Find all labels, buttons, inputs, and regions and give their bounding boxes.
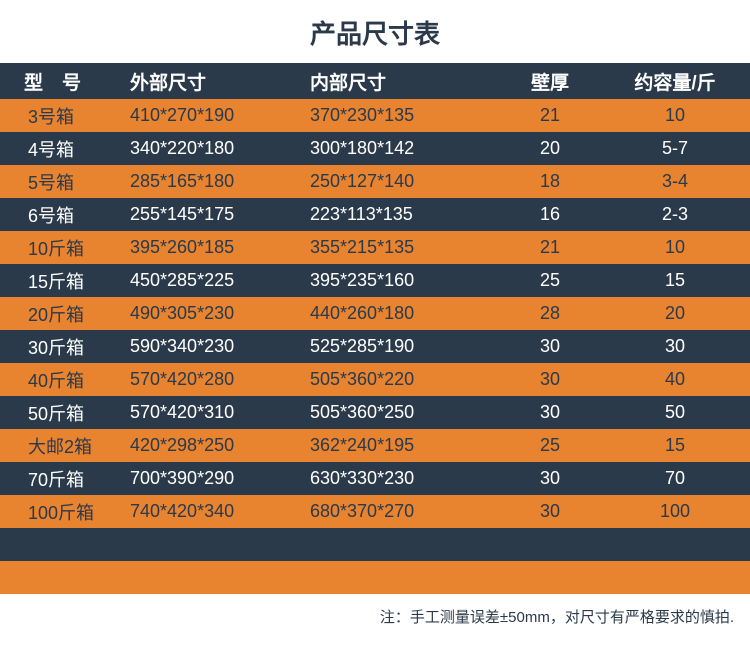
table-cell: 30: [600, 336, 750, 357]
table-row: 4号箱340*220*180300*180*142205-7: [0, 132, 750, 165]
table-cell: 420*298*250: [130, 435, 310, 456]
table-cell: 4号箱: [0, 136, 130, 162]
table-cell: 16: [500, 204, 600, 225]
table-cell: 440*260*180: [310, 303, 500, 324]
size-table-container: 产品尺寸表 型 号外部尺寸内部尺寸壁厚约容量/斤 3号箱410*270*1903…: [0, 0, 750, 635]
table-cell: 362*240*195: [310, 435, 500, 456]
table-cell: 40: [600, 369, 750, 390]
table-cell: 30: [500, 369, 600, 390]
table-row: [0, 561, 750, 594]
table-row: 20斤箱490*305*230440*260*1802820: [0, 297, 750, 330]
table-cell: 70: [600, 468, 750, 489]
table-cell: 25: [500, 270, 600, 291]
table-cell: 21: [500, 105, 600, 126]
table-row: 50斤箱570*420*310505*360*2503050: [0, 396, 750, 429]
table-cell: 223*113*135: [310, 204, 500, 225]
table-cell: 30: [500, 501, 600, 522]
table-cell: 50斤箱: [0, 400, 130, 426]
table-cell: 30斤箱: [0, 334, 130, 360]
table-footnote: 注：手工测量误差±50mm，对尺寸有严格要求的慎拍.: [0, 594, 750, 635]
table-row: 10斤箱395*260*185355*215*1352110: [0, 231, 750, 264]
table-cell: 630*330*230: [310, 468, 500, 489]
table-cell: 395*260*185: [130, 237, 310, 258]
table-header-cell: 内部尺寸: [310, 68, 500, 95]
table-cell: 590*340*230: [130, 336, 310, 357]
table-row: 6号箱255*145*175223*113*135162-3: [0, 198, 750, 231]
table-cell: 10: [600, 237, 750, 258]
table-row: 70斤箱700*390*290630*330*2303070: [0, 462, 750, 495]
table-cell: 大邮2箱: [0, 433, 130, 459]
table-cell: 3号箱: [0, 103, 130, 129]
table-header-cell: 外部尺寸: [130, 68, 310, 95]
table-cell: 395*235*160: [310, 270, 500, 291]
table-cell: 700*390*290: [130, 468, 310, 489]
table-row: [0, 528, 750, 561]
table-cell: 255*145*175: [130, 204, 310, 225]
table-cell: 100: [600, 501, 750, 522]
table-cell: 70斤箱: [0, 466, 130, 492]
table-cell: 250*127*140: [310, 171, 500, 192]
table-cell: 15: [600, 435, 750, 456]
table-cell: 20斤箱: [0, 301, 130, 327]
table-cell: 5号箱: [0, 169, 130, 195]
table-cell: 3-4: [600, 171, 750, 192]
table-header-cell: 型 号: [0, 68, 130, 95]
table-cell: 50: [600, 402, 750, 423]
table-cell: 15: [600, 270, 750, 291]
table-header-cell: 壁厚: [500, 68, 600, 95]
table-row: 大邮2箱420*298*250362*240*1952515: [0, 429, 750, 462]
table-cell: 300*180*142: [310, 138, 500, 159]
table-cell: 505*360*250: [310, 402, 500, 423]
table-header-cell: 约容量/斤: [600, 68, 750, 95]
table-cell: 680*370*270: [310, 501, 500, 522]
size-table: 型 号外部尺寸内部尺寸壁厚约容量/斤 3号箱410*270*190370*230…: [0, 63, 750, 594]
table-cell: 10: [600, 105, 750, 126]
table-cell: 30: [500, 468, 600, 489]
table-cell: 450*285*225: [130, 270, 310, 291]
table-cell: 20: [500, 138, 600, 159]
table-row: 40斤箱570*420*280505*360*2203040: [0, 363, 750, 396]
table-cell: 2-3: [600, 204, 750, 225]
table-cell: 28: [500, 303, 600, 324]
table-cell: 340*220*180: [130, 138, 310, 159]
table-cell: 285*165*180: [130, 171, 310, 192]
table-cell: 490*305*230: [130, 303, 310, 324]
table-cell: 355*215*135: [310, 237, 500, 258]
table-cell: 15斤箱: [0, 268, 130, 294]
table-cell: 100斤箱: [0, 499, 130, 525]
table-title: 产品尺寸表: [0, 0, 750, 63]
table-header-row: 型 号外部尺寸内部尺寸壁厚约容量/斤: [0, 63, 750, 99]
table-cell: 505*360*220: [310, 369, 500, 390]
table-row: 5号箱285*165*180250*127*140183-4: [0, 165, 750, 198]
table-cell: 5-7: [600, 138, 750, 159]
table-row: 15斤箱450*285*225395*235*1602515: [0, 264, 750, 297]
table-cell: 525*285*190: [310, 336, 500, 357]
table-cell: 25: [500, 435, 600, 456]
table-cell: 410*270*190: [130, 105, 310, 126]
table-row: 100斤箱740*420*340680*370*27030100: [0, 495, 750, 528]
table-cell: 21: [500, 237, 600, 258]
table-cell: 370*230*135: [310, 105, 500, 126]
table-row: 30斤箱590*340*230525*285*1903030: [0, 330, 750, 363]
table-cell: 570*420*280: [130, 369, 310, 390]
table-cell: 30: [500, 402, 600, 423]
table-cell: 40斤箱: [0, 367, 130, 393]
table-cell: 18: [500, 171, 600, 192]
table-cell: 30: [500, 336, 600, 357]
table-cell: 6号箱: [0, 202, 130, 228]
table-cell: 740*420*340: [130, 501, 310, 522]
table-row: 3号箱410*270*190370*230*1352110: [0, 99, 750, 132]
table-cell: 10斤箱: [0, 235, 130, 261]
table-cell: 570*420*310: [130, 402, 310, 423]
table-cell: 20: [600, 303, 750, 324]
